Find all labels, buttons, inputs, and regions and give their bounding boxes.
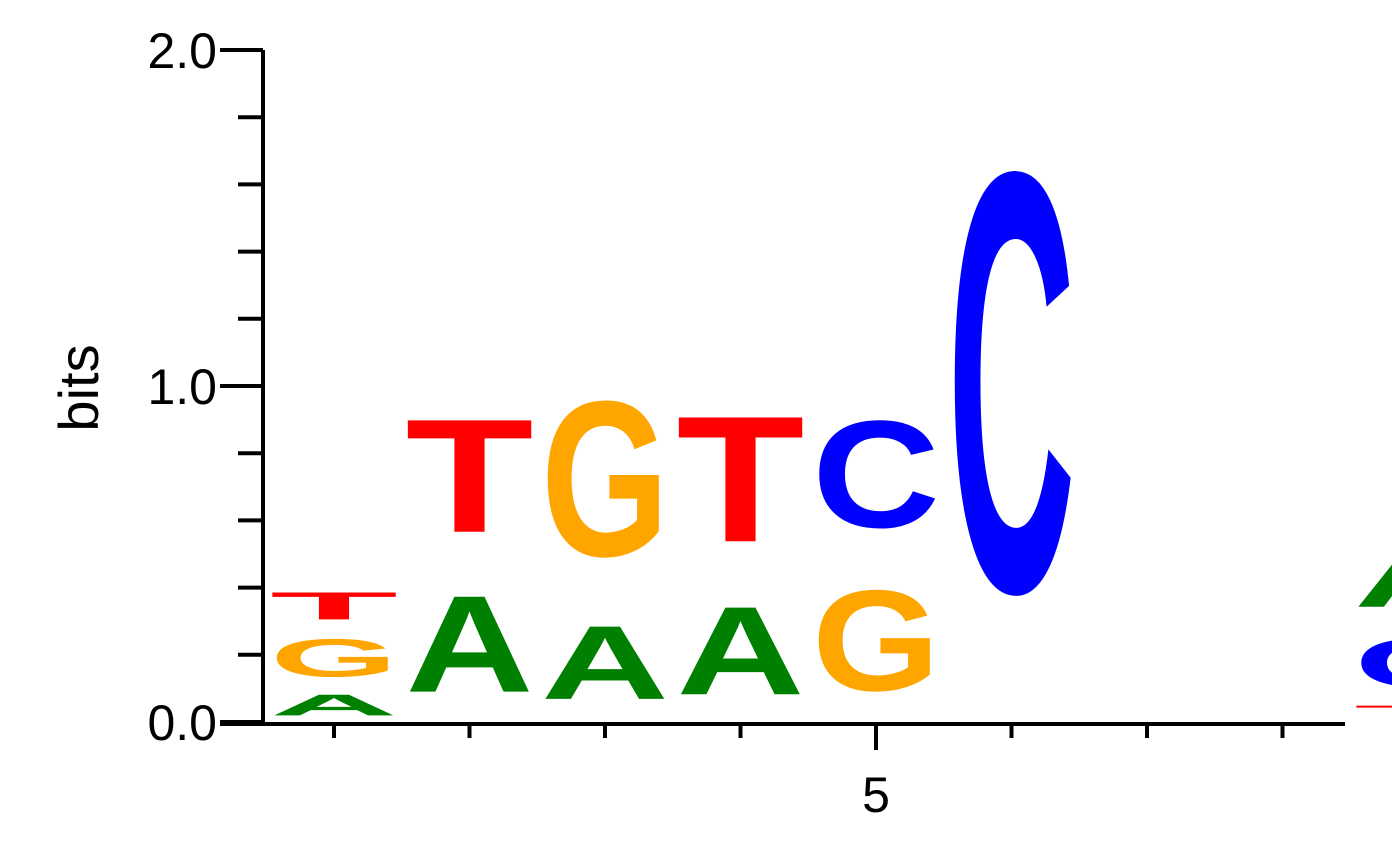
letter-C-pos-5: C bbox=[812, 389, 940, 560]
y-axis: 0.0 1.0 2.0 bbox=[147, 23, 265, 751]
stack-position-3: AG bbox=[541, 356, 669, 722]
x-axis: 5 bbox=[220, 722, 1345, 823]
y-axis-title: bits bbox=[47, 344, 110, 431]
letter-A-pos-2: A bbox=[406, 567, 534, 722]
letter-A-pos-1: A bbox=[270, 688, 398, 722]
letter-A-pos-4: A bbox=[677, 580, 805, 721]
letter-stacks: AGTATAGATGCCTCA bbox=[270, 47, 1392, 721]
stack-position-6: C bbox=[948, 47, 1076, 717]
letter-A-pos-3: A bbox=[541, 604, 669, 721]
letter-C-pos-6: C bbox=[948, 47, 1076, 717]
letter-G-pos-3: G bbox=[541, 356, 669, 604]
letter-T-pos-1: T bbox=[270, 584, 398, 627]
stack-position-5: GC bbox=[812, 389, 940, 721]
letter-T-pos-9: T bbox=[1354, 702, 1392, 722]
y-tick-label: 1.0 bbox=[147, 359, 217, 415]
stack-position-2: AT bbox=[406, 385, 534, 721]
letter-A-pos-9: A bbox=[1354, 534, 1392, 625]
stack-position-4: AT bbox=[677, 379, 805, 721]
letter-T-pos-2: T bbox=[406, 385, 534, 567]
stack-position-9: TCA bbox=[1354, 534, 1392, 722]
letter-T-pos-4: T bbox=[677, 379, 805, 580]
stack-position-1: AGT bbox=[270, 584, 398, 722]
x-tick-label: 5 bbox=[862, 767, 890, 823]
y-tick-label: 0.0 bbox=[147, 695, 217, 751]
y-tick-label: 2.0 bbox=[147, 23, 217, 79]
letter-C-pos-9: C bbox=[1354, 625, 1392, 702]
letter-G-pos-5: G bbox=[812, 560, 940, 721]
letter-G-pos-1: G bbox=[270, 628, 398, 688]
